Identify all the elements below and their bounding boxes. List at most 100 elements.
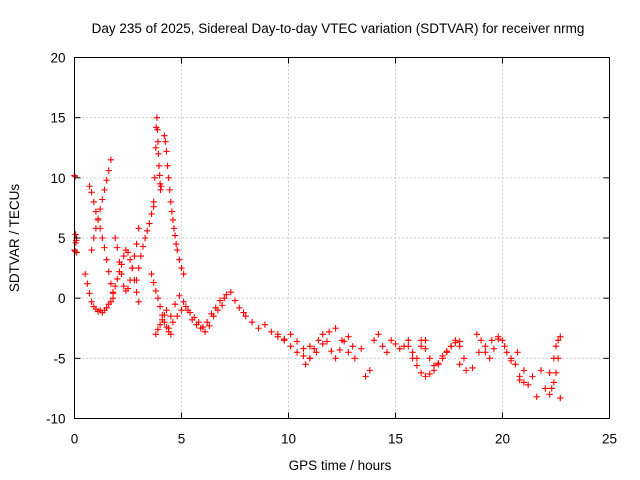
- data-point: [203, 319, 211, 326]
- data-point: [157, 183, 165, 190]
- data-point: [482, 343, 489, 350]
- data-point: [159, 316, 166, 324]
- data-point: [503, 349, 510, 356]
- data-point: [552, 343, 560, 350]
- data-point: [201, 328, 209, 336]
- data-point: [287, 343, 294, 350]
- data-point: [161, 311, 168, 319]
- data-point: [218, 302, 226, 309]
- y-axis-tick-labels: -10 -5 0 5 10 15 20: [46, 51, 66, 427]
- data-point: [124, 249, 132, 256]
- data-point: [328, 347, 335, 355]
- grid: [74, 57, 610, 419]
- series-band-16: [405, 337, 468, 380]
- data-point: [101, 186, 108, 194]
- data-point: [86, 290, 93, 297]
- data-point: [169, 319, 177, 326]
- series-arc-f: [133, 203, 157, 284]
- data-point: [499, 337, 506, 344]
- data-point: [111, 234, 119, 242]
- data-point: [477, 337, 485, 344]
- data-point: [165, 174, 172, 182]
- data-point: [182, 303, 189, 310]
- data-point: [300, 352, 307, 360]
- data-point: [248, 319, 256, 326]
- data-point: [546, 369, 553, 376]
- data-point: [148, 210, 155, 218]
- series-start: [71, 172, 80, 256]
- series-band-19: [473, 331, 523, 380]
- data-point: [261, 321, 269, 328]
- x-tick-label: 0: [71, 432, 79, 447]
- data-point: [349, 343, 356, 350]
- data-point: [167, 313, 174, 320]
- data-point: [154, 126, 161, 133]
- data-point: [293, 349, 301, 356]
- data-point: [495, 333, 502, 340]
- data-point: [180, 298, 187, 305]
- data-point: [396, 345, 403, 352]
- series-spike-2: [161, 132, 187, 278]
- data-point: [383, 349, 391, 356]
- x-axis-tick-labels: 0 5 10 15 20 25: [71, 432, 617, 447]
- data-point: [417, 343, 425, 350]
- data-point: [199, 323, 207, 331]
- series-band-10: [274, 325, 365, 362]
- data-point: [118, 261, 125, 268]
- data-point: [392, 340, 399, 348]
- data-point: [120, 282, 127, 290]
- series-spike-1: [150, 114, 165, 206]
- data-point: [114, 275, 121, 283]
- data-point: [208, 310, 215, 318]
- data-point: [552, 369, 560, 376]
- series-arc-a: [82, 270, 117, 316]
- data-point: [413, 362, 421, 369]
- data-point: [186, 309, 194, 316]
- data-point: [242, 313, 249, 320]
- series-band-22: [546, 355, 564, 402]
- data-point: [426, 370, 433, 378]
- data-point: [417, 337, 425, 344]
- data-point: [156, 172, 163, 179]
- data-point: [379, 343, 386, 350]
- data-point: [306, 343, 314, 350]
- data-point: [231, 297, 239, 304]
- data-point: [141, 234, 149, 242]
- y-tick-label: 0: [58, 291, 66, 306]
- data-point: [548, 385, 555, 392]
- data-point: [114, 244, 121, 251]
- data-point: [325, 328, 333, 336]
- data-point: [92, 208, 100, 215]
- data-point: [310, 345, 318, 352]
- data-point: [375, 331, 382, 338]
- series-arc-d: [111, 225, 142, 295]
- data-point: [430, 362, 438, 369]
- data-point: [550, 379, 558, 386]
- data-point: [72, 239, 79, 247]
- data-point: [72, 231, 79, 238]
- data-point: [514, 349, 521, 356]
- series-band-16b: [417, 337, 463, 369]
- data-point: [469, 364, 476, 372]
- data-point: [180, 270, 187, 278]
- data-point: [154, 326, 162, 333]
- data-point: [287, 331, 294, 338]
- data-points: [71, 114, 564, 402]
- data-point: [452, 339, 459, 346]
- data-point: [426, 355, 433, 362]
- data-point: [216, 297, 224, 304]
- data-point: [105, 268, 112, 275]
- data-point: [126, 256, 134, 263]
- data-point: [156, 321, 164, 328]
- x-tick-label: 25: [602, 432, 617, 447]
- data-point: [486, 355, 493, 362]
- data-point: [293, 338, 301, 345]
- data-point: [146, 220, 153, 227]
- data-point: [319, 331, 326, 338]
- data-point: [417, 369, 425, 376]
- data-point: [313, 349, 320, 356]
- data-point: [542, 385, 549, 392]
- data-point: [86, 183, 93, 190]
- data-point: [336, 346, 344, 354]
